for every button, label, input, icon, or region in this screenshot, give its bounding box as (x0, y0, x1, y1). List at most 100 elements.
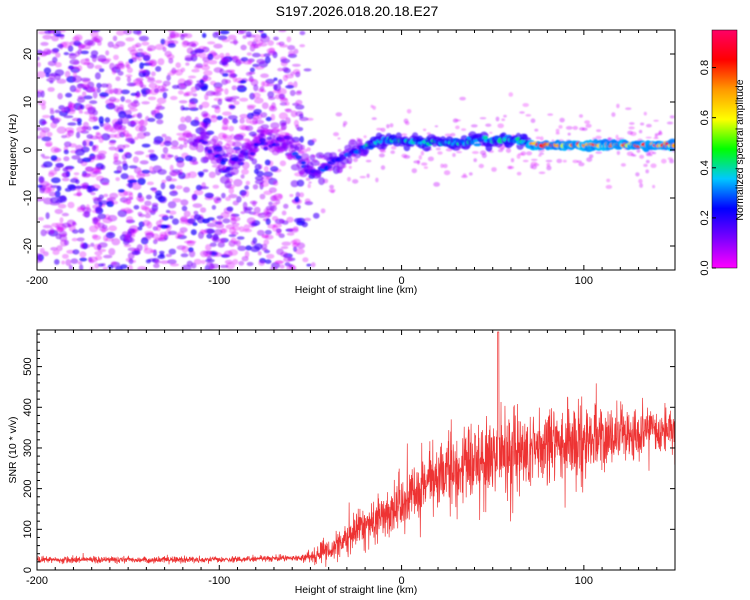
spectrogram-y-tick-label: 10 (22, 96, 34, 108)
spectrogram-cell (141, 101, 150, 105)
spectrogram-cell (199, 229, 206, 234)
spectrogram-cell (531, 158, 538, 161)
spectrogram-cell (39, 186, 46, 194)
spectrogram-cell (423, 166, 428, 169)
spectrogram-cell (171, 140, 179, 147)
spectrogram-cell (40, 153, 45, 157)
spectrogram-cell (252, 184, 259, 190)
spectrogram-cell (120, 96, 125, 102)
spectrogram-cell (160, 224, 169, 229)
spectrogram-cell (59, 34, 65, 40)
spectrogram-cell (244, 185, 250, 190)
spectrogram-cell (74, 34, 83, 41)
spectrogram-cell (265, 129, 273, 136)
spectrogram-cell (86, 126, 92, 131)
spectrogram-cell (143, 247, 154, 254)
spectrogram-cell (539, 152, 544, 155)
spectrogram-cell (42, 156, 51, 159)
spectrogram-cell (556, 158, 563, 164)
spectrogram-cell (257, 30, 264, 33)
spectrogram-cell (177, 90, 184, 95)
spectrogram-cell (236, 236, 245, 240)
snr-x-tick-label: 100 (575, 575, 593, 587)
spectrogram-cell (71, 237, 78, 242)
spectrogram-cell (47, 87, 55, 92)
spectrogram-cell (274, 94, 284, 100)
spectrogram-cell (76, 126, 87, 133)
spectrogram-cell (162, 92, 168, 99)
spectrogram-cell (125, 114, 133, 119)
spectrogram-cell (519, 111, 525, 114)
spectrogram-cell (348, 165, 352, 169)
spectrogram-cell (90, 242, 95, 247)
spectrogram-cell (271, 195, 279, 202)
spectrogram-cell (371, 117, 377, 120)
spectrogram-cell (471, 151, 479, 154)
spectrogram-cell (183, 139, 189, 145)
spectrogram-cell (158, 214, 169, 218)
spectrogram-cell (149, 154, 159, 161)
spectrogram-cell (276, 248, 284, 255)
spectrogram-cell (157, 254, 166, 259)
spectrogram-y-tick-label: -10 (22, 190, 34, 206)
figure-title: S197.2026.018.20.18.E27 (276, 3, 439, 19)
spectrogram-y-tick-label: -20 (22, 238, 34, 254)
spectrogram-cell (274, 260, 283, 265)
spectrogram-cell (126, 228, 137, 236)
spectrogram-cell (413, 160, 421, 164)
spectrogram-cell (130, 92, 138, 96)
spectrogram-cell (522, 159, 529, 163)
spectrogram-cell (134, 150, 145, 155)
spectrogram-cell (111, 200, 119, 205)
spectrogram-cell (444, 133, 452, 137)
spectrogram-cell (71, 155, 81, 160)
spectrogram-cell (214, 107, 221, 114)
spectrogram-cell (209, 263, 215, 270)
spectrogram-cell (85, 58, 90, 62)
spectrogram-cell (155, 43, 165, 51)
spectrogram-cell (216, 115, 223, 121)
spectrogram-cell (516, 171, 522, 176)
spectrogram-cell (145, 232, 155, 237)
spectrogram-cell (212, 32, 219, 38)
spectrogram-cell (277, 79, 283, 85)
spectrogram-cell (260, 53, 265, 58)
spectrogram-cell (190, 86, 198, 93)
spectrogram-cell (114, 120, 123, 126)
spectrogram-cell (497, 149, 504, 153)
spectrogram-cell (284, 101, 290, 106)
spectrogram-cell (252, 52, 261, 58)
spectrogram-cell (290, 110, 298, 118)
spectrogram-cell (288, 50, 295, 56)
spectrogram-cell (146, 181, 154, 186)
spectrogram-cell (102, 266, 108, 270)
spectrogram-cell (98, 263, 104, 267)
spectrogram-cell (101, 224, 108, 229)
spectrogram-cell (254, 243, 263, 251)
snr-y-tick-label: 0 (22, 567, 34, 573)
spectrogram-cell (153, 263, 160, 269)
spectrogram-cell (198, 52, 207, 59)
spectrogram-cell (157, 58, 165, 66)
spectrogram-cell (253, 108, 262, 115)
spectrogram-cell (268, 187, 277, 193)
spectrogram-cell (112, 35, 118, 42)
spectrogram-cell (306, 147, 311, 152)
spectrogram-cell (54, 61, 62, 68)
spectrogram-cell (190, 119, 200, 127)
spectrogram-cell (96, 153, 106, 161)
snr-y-tick-label: 500 (22, 357, 34, 375)
spectrogram-cell (240, 211, 246, 215)
spectrogram-cell (130, 120, 141, 125)
spectrogram-cell (180, 253, 189, 258)
spectrogram-cell (497, 123, 505, 129)
spectrogram-cell (240, 57, 249, 62)
spectrogram-cell (138, 35, 149, 42)
spectrogram-cell (191, 68, 200, 73)
spectrogram-cell (37, 99, 47, 106)
spectrogram-cell (294, 218, 302, 223)
spectrogram-cell (628, 126, 635, 130)
spectrogram-cell (183, 186, 190, 193)
spectrogram-cell (170, 95, 178, 101)
spectrogram-cell (185, 115, 192, 123)
